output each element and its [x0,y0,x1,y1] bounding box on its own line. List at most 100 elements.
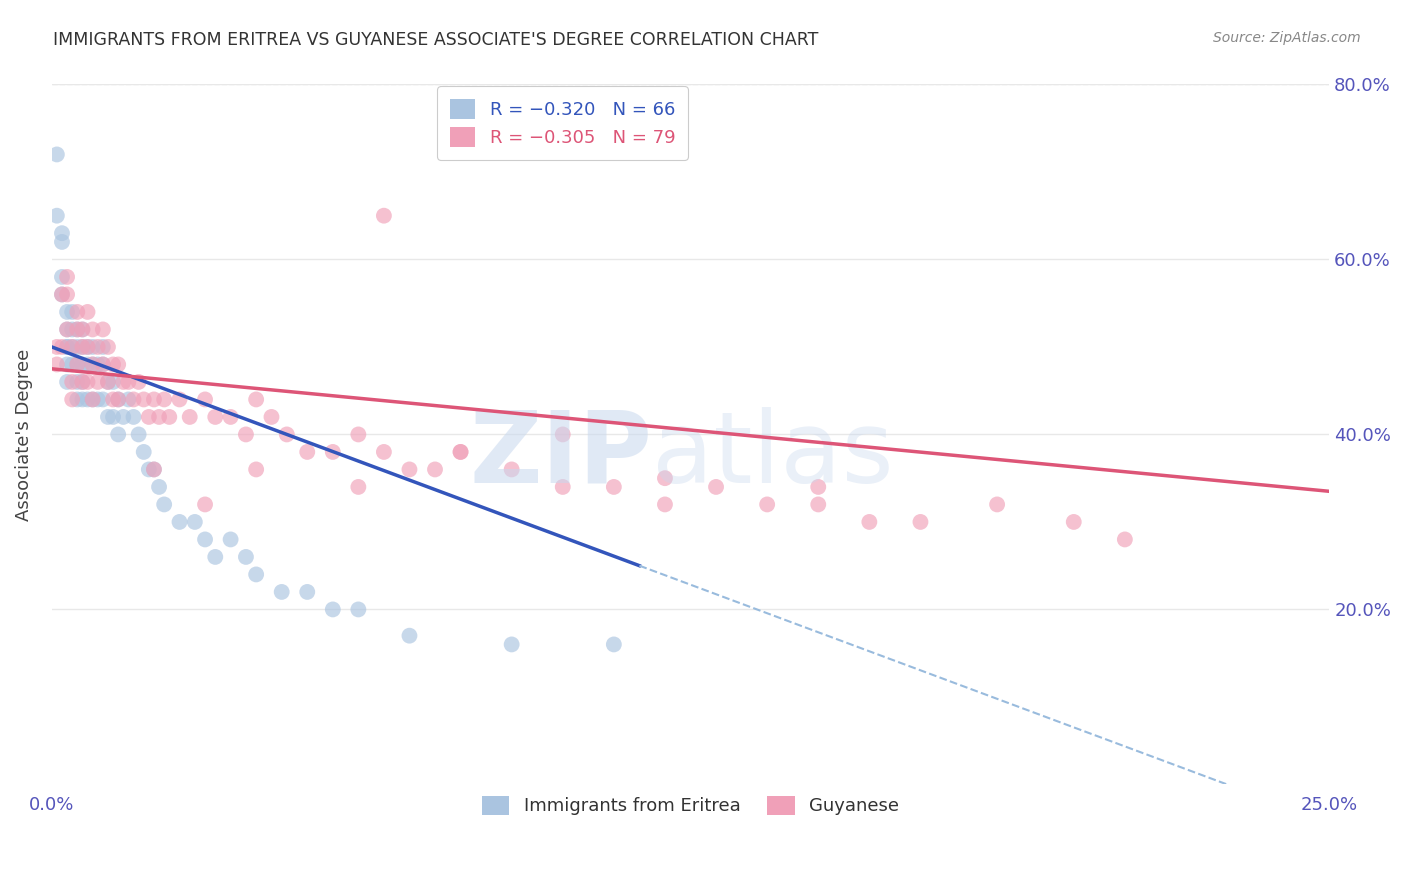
Point [87,340,110,354]
Point [97,375,120,389]
Point [72,340,94,354]
Point [101,375,124,389]
Point [101,409,124,424]
Point [56,340,79,354]
Point [1114,533,1136,547]
Point [66,375,89,389]
Point [704,480,727,494]
Point [45,340,67,354]
Point [112,375,135,389]
Point [72,358,94,372]
Point [76,392,98,407]
Point [72,392,94,407]
Point [986,498,1008,512]
Point [204,549,226,564]
Point [51,340,73,354]
Point [169,515,191,529]
Point [45,147,67,161]
Point [1063,515,1085,529]
Point [235,549,257,564]
Point [60,375,83,389]
Point [107,427,129,442]
Text: atlas: atlas [652,407,894,504]
Point [910,515,932,529]
Point [72,340,94,354]
Point [373,445,395,459]
Point [91,358,114,372]
Point [72,322,94,336]
Point [270,585,292,599]
Point [153,392,176,407]
Text: Source: ZipAtlas.com: Source: ZipAtlas.com [1213,31,1361,45]
Point [56,305,79,319]
Point [66,305,89,319]
Point [132,445,155,459]
Point [423,462,446,476]
Point [82,322,104,336]
Legend: Immigrants from Eritrea, Guyanese: Immigrants from Eritrea, Guyanese [472,787,908,824]
Point [128,427,150,442]
Point [87,358,110,372]
Point [66,322,89,336]
Point [82,392,104,407]
Point [297,445,319,459]
Point [138,409,160,424]
Point [51,287,73,301]
Point [347,480,370,494]
Point [82,340,104,354]
Point [122,392,145,407]
Point [347,602,370,616]
Point [91,322,114,336]
Point [56,375,79,389]
Point [148,409,170,424]
Point [66,322,89,336]
Point [184,515,207,529]
Point [501,637,523,651]
Point [245,462,267,476]
Point [157,409,180,424]
Point [97,409,120,424]
Point [45,358,67,372]
Point [76,375,98,389]
Point [153,498,176,512]
Point [322,445,344,459]
Point [858,515,880,529]
Point [142,392,165,407]
Point [138,462,160,476]
Point [128,375,150,389]
Point [756,498,779,512]
Point [56,322,79,336]
Point [87,392,110,407]
Point [51,235,73,249]
Point [179,409,201,424]
Point [194,533,217,547]
Text: ZIP: ZIP [470,407,652,504]
Point [551,480,574,494]
Point [97,340,120,354]
Point [101,358,124,372]
Point [450,445,472,459]
Point [654,471,676,485]
Point [66,358,89,372]
Point [82,392,104,407]
Point [60,340,83,354]
Text: IMMIGRANTS FROM ERITREA VS GUYANESE ASSOCIATE'S DEGREE CORRELATION CHART: IMMIGRANTS FROM ERITREA VS GUYANESE ASSO… [53,31,818,49]
Point [807,480,830,494]
Point [91,392,114,407]
Point [82,358,104,372]
Point [551,427,574,442]
Point [72,375,94,389]
Point [45,209,67,223]
Point [91,340,114,354]
Point [101,392,124,407]
Point [501,462,523,476]
Point [51,287,73,301]
Point [51,269,73,284]
Point [76,340,98,354]
Point [245,392,267,407]
Point [87,375,110,389]
Point [219,409,242,424]
Point [450,445,472,459]
Point [398,462,420,476]
Point [56,269,79,284]
